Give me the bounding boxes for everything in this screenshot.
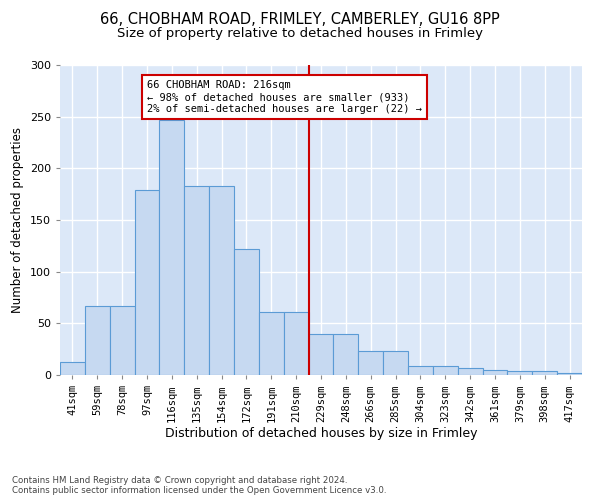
Bar [482, 370, 508, 375]
Bar [209, 186, 234, 375]
Bar [184, 186, 209, 375]
Bar [458, 368, 482, 375]
Bar [433, 366, 458, 375]
Bar [408, 366, 433, 375]
Bar [308, 334, 334, 375]
Y-axis label: Number of detached properties: Number of detached properties [11, 127, 24, 313]
X-axis label: Distribution of detached houses by size in Frimley: Distribution of detached houses by size … [165, 427, 477, 440]
Bar [160, 120, 184, 375]
Bar [110, 306, 134, 375]
Bar [134, 190, 160, 375]
Bar [383, 351, 408, 375]
Bar [60, 362, 85, 375]
Bar [334, 334, 358, 375]
Text: 66 CHOBHAM ROAD: 216sqm
← 98% of detached houses are smaller (933)
2% of semi-de: 66 CHOBHAM ROAD: 216sqm ← 98% of detache… [147, 80, 422, 114]
Bar [557, 373, 582, 375]
Text: Contains HM Land Registry data © Crown copyright and database right 2024.
Contai: Contains HM Land Registry data © Crown c… [12, 476, 386, 495]
Bar [532, 371, 557, 375]
Bar [508, 371, 532, 375]
Bar [284, 312, 308, 375]
Text: 66, CHOBHAM ROAD, FRIMLEY, CAMBERLEY, GU16 8PP: 66, CHOBHAM ROAD, FRIMLEY, CAMBERLEY, GU… [100, 12, 500, 28]
Bar [358, 351, 383, 375]
Bar [85, 306, 110, 375]
Text: Size of property relative to detached houses in Frimley: Size of property relative to detached ho… [117, 28, 483, 40]
Bar [234, 249, 259, 375]
Bar [259, 312, 284, 375]
